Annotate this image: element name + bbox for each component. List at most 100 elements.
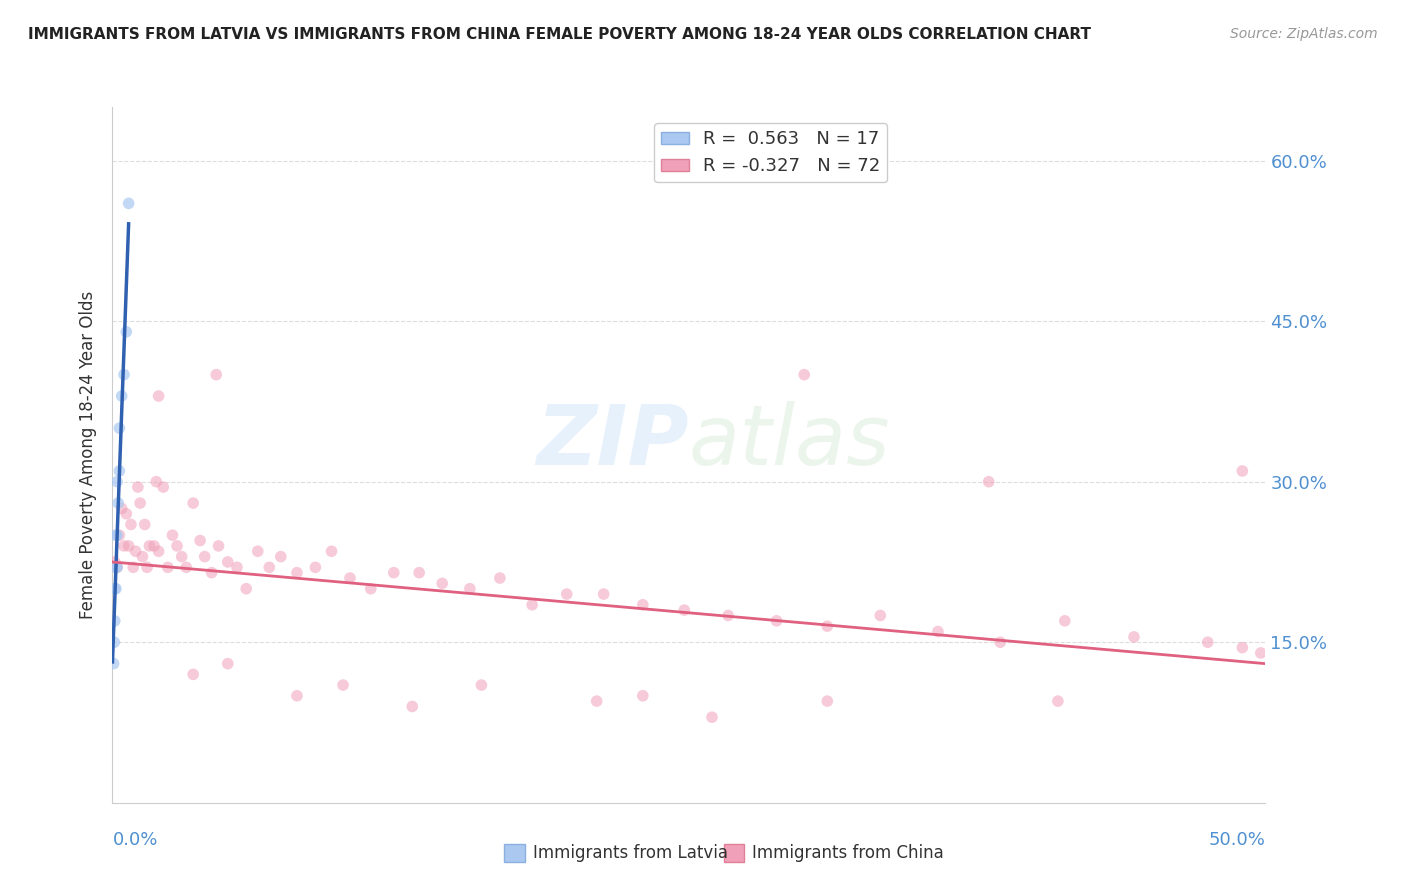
Point — [988, 635, 1011, 649]
Point — [107, 496, 129, 510]
Point — [201, 566, 224, 580]
Point — [489, 571, 512, 585]
Point — [174, 560, 197, 574]
Point — [166, 539, 188, 553]
Point — [104, 582, 127, 596]
Point — [304, 560, 326, 574]
Text: 0.0%: 0.0% — [112, 830, 157, 848]
Point — [104, 614, 127, 628]
Point — [765, 614, 787, 628]
Point — [112, 368, 135, 382]
Point — [156, 560, 179, 574]
Point — [717, 608, 740, 623]
Point — [104, 560, 127, 574]
Point — [1250, 646, 1272, 660]
Point — [217, 555, 239, 569]
Point — [339, 571, 361, 585]
Text: Immigrants from China: Immigrants from China — [752, 844, 943, 863]
Point — [134, 517, 156, 532]
Point — [815, 619, 838, 633]
Point — [105, 528, 128, 542]
Text: Immigrants from Latvia: Immigrants from Latvia — [533, 844, 728, 863]
Point — [235, 582, 257, 596]
Y-axis label: Female Poverty Among 18-24 Year Olds: Female Poverty Among 18-24 Year Olds — [79, 291, 97, 619]
Point — [592, 587, 614, 601]
Point — [117, 539, 139, 553]
Point — [520, 598, 543, 612]
Point — [1123, 630, 1146, 644]
Point — [129, 496, 152, 510]
Point — [555, 587, 578, 601]
Point — [226, 560, 249, 574]
Bar — [505, 845, 526, 862]
Point — [122, 560, 145, 574]
Text: 50.0%: 50.0% — [1209, 830, 1265, 848]
Point — [408, 566, 430, 580]
Point — [1046, 694, 1069, 708]
Point — [145, 475, 167, 489]
Point — [631, 598, 654, 612]
Point — [585, 694, 607, 708]
Point — [170, 549, 193, 564]
Point — [793, 368, 815, 382]
Legend: R =  0.563   N = 17, R = -0.327   N = 72: R = 0.563 N = 17, R = -0.327 N = 72 — [654, 123, 887, 183]
Text: Source: ZipAtlas.com: Source: ZipAtlas.com — [1230, 27, 1378, 41]
Text: IMMIGRANTS FROM LATVIA VS IMMIGRANTS FROM CHINA FEMALE POVERTY AMONG 18-24 YEAR : IMMIGRANTS FROM LATVIA VS IMMIGRANTS FRO… — [28, 27, 1091, 42]
Text: ZIP: ZIP — [536, 401, 689, 482]
Point — [470, 678, 492, 692]
Point — [217, 657, 239, 671]
Point — [321, 544, 343, 558]
Bar — [724, 845, 744, 862]
Point — [285, 566, 308, 580]
Point — [700, 710, 723, 724]
Point — [104, 555, 127, 569]
Point — [112, 539, 135, 553]
Point — [382, 566, 405, 580]
Point — [815, 694, 838, 708]
Point — [977, 475, 1000, 489]
Point — [332, 678, 354, 692]
Point — [108, 528, 131, 542]
Point — [259, 560, 281, 574]
Point — [181, 667, 204, 681]
Point — [1232, 464, 1254, 478]
Point — [138, 539, 160, 553]
Point — [117, 196, 139, 211]
Point — [458, 582, 481, 596]
Point — [1197, 635, 1219, 649]
Point — [246, 544, 269, 558]
Point — [103, 657, 125, 671]
Point — [360, 582, 382, 596]
Point — [105, 560, 128, 574]
Point — [131, 549, 153, 564]
Point — [111, 389, 134, 403]
Point — [181, 496, 204, 510]
Point — [401, 699, 423, 714]
Point — [673, 603, 696, 617]
Point — [631, 689, 654, 703]
Point — [120, 517, 142, 532]
Point — [205, 368, 228, 382]
Point — [105, 475, 128, 489]
Point — [103, 635, 125, 649]
Point — [285, 689, 308, 703]
Point — [111, 501, 134, 516]
Point — [115, 507, 138, 521]
Point — [432, 576, 454, 591]
Point — [207, 539, 229, 553]
Point — [104, 528, 127, 542]
Point — [136, 560, 159, 574]
Point — [194, 549, 217, 564]
Point — [108, 421, 131, 435]
Point — [188, 533, 211, 548]
Point — [108, 464, 131, 478]
Point — [270, 549, 292, 564]
Point — [869, 608, 891, 623]
Point — [1232, 640, 1254, 655]
Point — [148, 544, 170, 558]
Point — [104, 582, 127, 596]
Point — [927, 624, 949, 639]
Point — [105, 560, 128, 574]
Text: atlas: atlas — [689, 401, 890, 482]
Point — [143, 539, 166, 553]
